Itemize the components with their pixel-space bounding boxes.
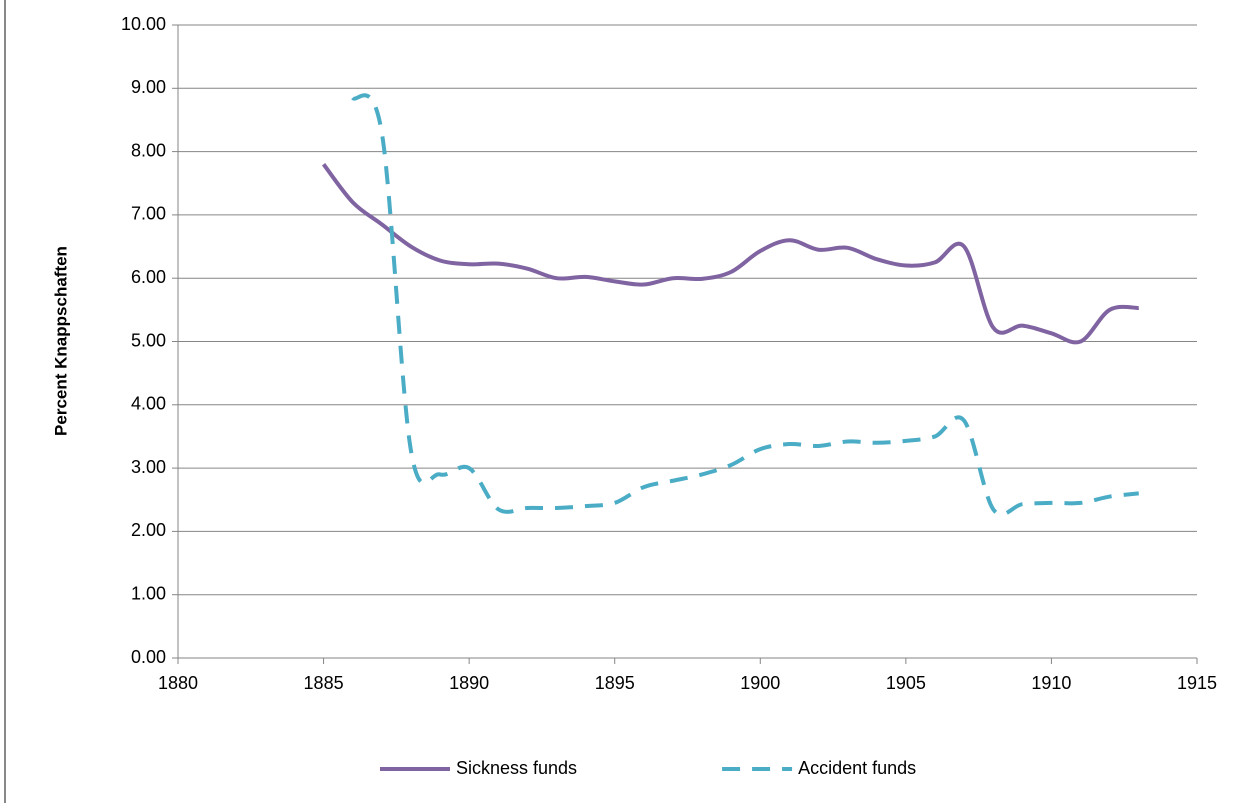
x-tick-label: 1915	[1177, 673, 1217, 693]
series-line	[351, 93, 1139, 517]
y-tick-label: 9.00	[131, 77, 166, 97]
y-tick-label: 6.00	[131, 267, 166, 287]
y-tick-label: 1.00	[131, 583, 166, 603]
legend-label: Accident funds	[798, 758, 916, 778]
y-tick-label: 2.00	[131, 520, 166, 540]
x-tick-label: 1880	[158, 673, 198, 693]
x-tick-label: 1890	[449, 673, 489, 693]
x-tick-label: 1910	[1031, 673, 1071, 693]
y-tick-label: 5.00	[131, 330, 166, 350]
y-tick-label: 7.00	[131, 204, 166, 224]
x-tick-label: 1895	[595, 673, 635, 693]
y-tick-label: 4.00	[131, 394, 166, 414]
y-tick-label: 10.00	[121, 14, 166, 34]
series-line	[321, 163, 1139, 345]
y-tick-label: 3.00	[131, 457, 166, 477]
x-tick-label: 1885	[304, 673, 344, 693]
y-axis-label: Percent Knappschaften	[51, 246, 70, 436]
legend-label: Sickness funds	[456, 758, 577, 778]
y-tick-label: 8.00	[131, 140, 166, 160]
chart-frame	[4, 0, 6, 803]
x-tick-label: 1905	[886, 673, 926, 693]
x-tick-label: 1900	[740, 673, 780, 693]
y-tick-label: 0.00	[131, 647, 166, 667]
